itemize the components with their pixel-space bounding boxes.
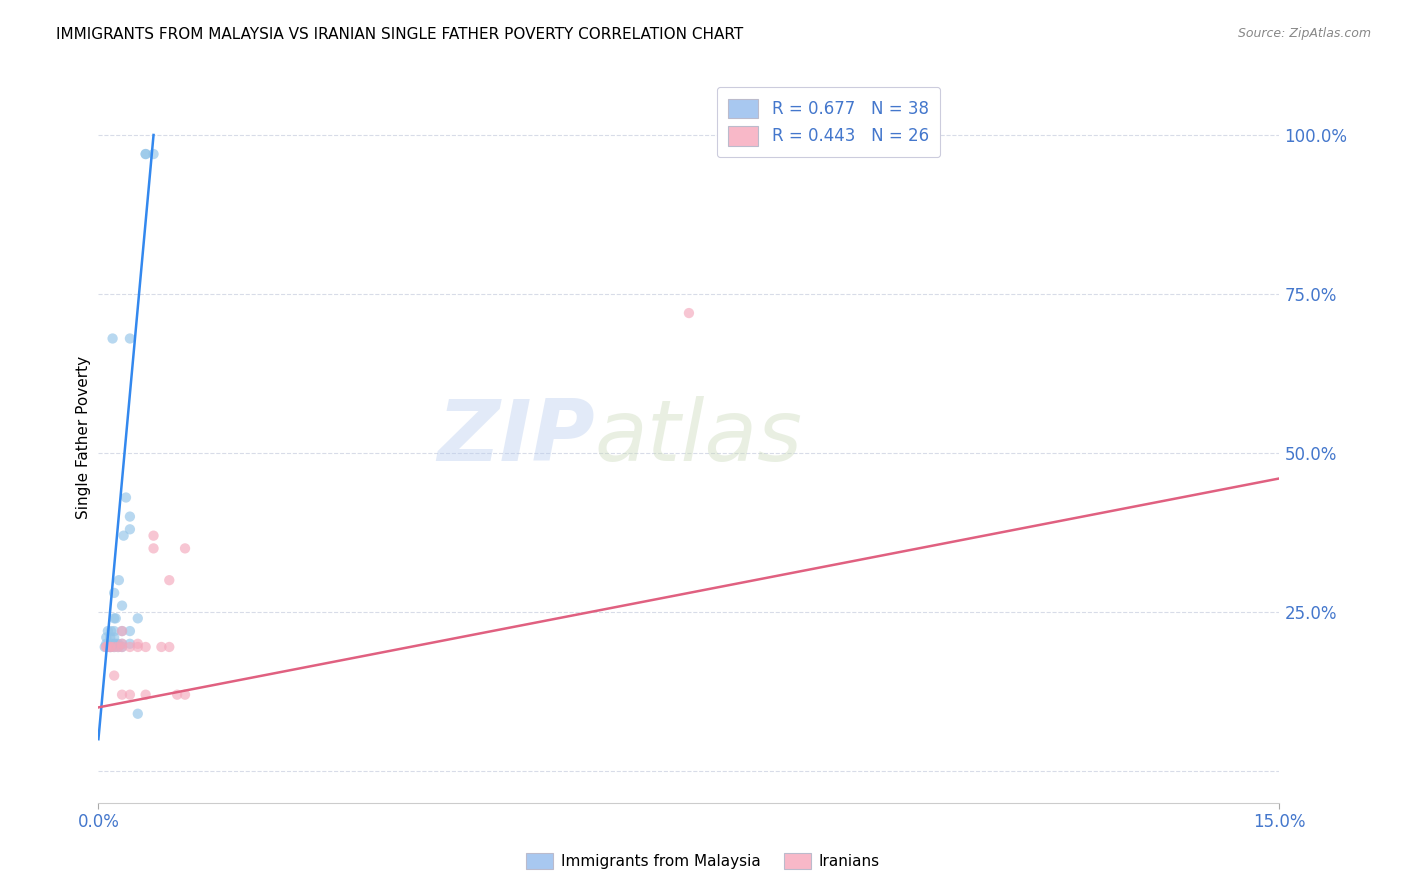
Point [98,631,121,645]
Point [142,541,165,556]
Point [135,147,157,161]
Point [96,637,118,651]
Point [111,688,134,702]
Text: ZIP: ZIP [437,395,595,479]
Point [96,640,118,654]
Point [118,509,141,524]
Point [111,637,134,651]
Text: atlas: atlas [595,395,803,479]
Point [127,637,149,651]
Point [107,637,129,651]
Point [103,586,125,600]
Point [103,640,125,654]
Point [157,640,180,654]
Point [118,522,141,536]
Point [108,573,131,587]
Point [100,637,122,651]
Point [135,147,157,161]
Point [97,624,120,638]
Point [107,640,129,654]
Point [103,624,125,638]
Point [112,529,135,543]
Point [115,491,138,505]
Legend: R = 0.677   N = 38, R = 0.443   N = 26: R = 0.677 N = 38, R = 0.443 N = 26 [717,87,941,157]
Point [107,640,129,654]
Point [111,624,134,638]
Point [96,631,118,645]
Y-axis label: Single Father Poverty: Single Father Poverty [76,356,91,518]
Point [103,640,125,654]
Point [150,640,173,654]
Point [118,640,141,654]
Point [118,637,141,651]
Point [142,529,165,543]
Point [118,688,141,702]
Point [98,640,121,654]
Point [142,147,165,161]
Point [103,637,125,651]
Text: IMMIGRANTS FROM MALAYSIA VS IRANIAN SINGLE FATHER POVERTY CORRELATION CHART: IMMIGRANTS FROM MALAYSIA VS IRANIAN SING… [56,27,744,42]
Point [100,640,122,654]
Point [127,611,149,625]
Point [100,624,122,638]
Point [111,637,134,651]
Point [101,331,124,345]
Point [157,573,180,587]
Point [174,541,197,556]
Point [127,706,149,721]
Point [104,637,127,651]
Legend: Immigrants from Malaysia, Iranians: Immigrants from Malaysia, Iranians [520,847,886,875]
Point [96,640,118,654]
Point [111,640,134,654]
Point [135,688,157,702]
Text: Source: ZipAtlas.com: Source: ZipAtlas.com [1237,27,1371,40]
Point [135,640,157,654]
Point [111,624,134,638]
Point [118,331,141,345]
Point [103,611,125,625]
Point [103,631,125,645]
Point [98,640,121,654]
Point [166,688,188,702]
Point [127,640,149,654]
Point [93,640,115,654]
Point [98,640,121,654]
Point [678,306,700,320]
Point [118,624,141,638]
Point [111,640,134,654]
Point [104,611,127,625]
Point [111,599,134,613]
Point [174,688,197,702]
Point [103,668,125,682]
Point [98,640,121,654]
